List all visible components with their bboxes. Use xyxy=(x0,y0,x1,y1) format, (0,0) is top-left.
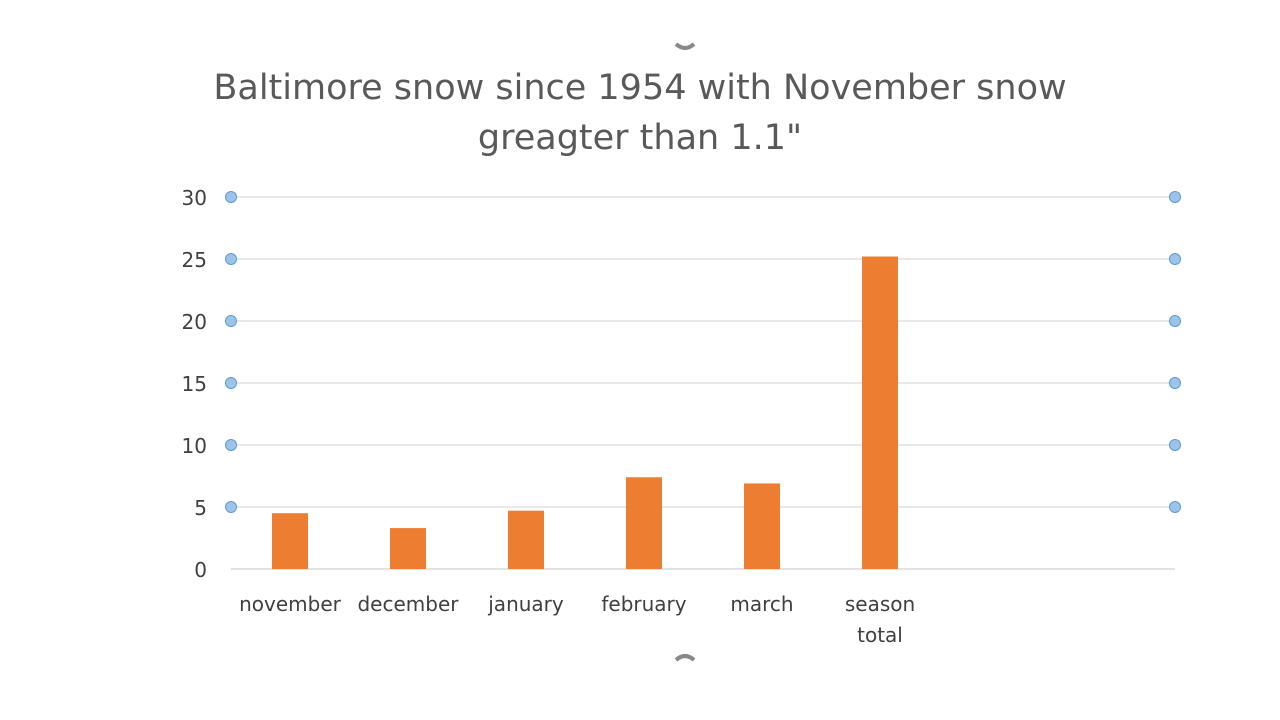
right-resize-handle[interactable] xyxy=(1169,439,1181,451)
x-tick-label: december xyxy=(357,592,459,616)
right-resize-handle[interactable] xyxy=(1169,315,1181,327)
bar xyxy=(508,510,544,569)
x-tick-label: january xyxy=(487,592,564,616)
bar xyxy=(390,528,426,569)
y-tick-label: 15 xyxy=(182,372,207,396)
x-tick-label: march xyxy=(730,592,793,616)
bar xyxy=(744,483,780,569)
x-tick-label: season xyxy=(845,592,915,616)
left-resize-handle[interactable] xyxy=(225,439,237,451)
x-tick-label: total xyxy=(857,623,903,647)
left-resize-handle[interactable] xyxy=(225,191,237,203)
left-resize-handle[interactable] xyxy=(225,501,237,513)
bottom-resize-handle[interactable] xyxy=(674,654,696,662)
left-resize-handle[interactable] xyxy=(225,377,237,389)
left-resize-handle[interactable] xyxy=(225,253,237,265)
x-tick-label: february xyxy=(601,592,686,616)
chart-title-line-1: Baltimore snow since 1954 with November … xyxy=(213,68,1067,108)
y-tick-label: 0 xyxy=(194,558,207,582)
y-tick-label: 5 xyxy=(194,496,207,520)
chart-title-line-2: greagter than 1.1" xyxy=(477,118,803,158)
y-tick-label: 20 xyxy=(182,310,207,334)
bar xyxy=(626,477,662,569)
y-tick-label: 25 xyxy=(182,248,207,272)
top-resize-handle[interactable] xyxy=(674,42,696,50)
y-tick-label: 10 xyxy=(182,434,207,458)
y-tick-label: 30 xyxy=(182,186,207,210)
right-resize-handle[interactable] xyxy=(1169,501,1181,513)
right-resize-handle[interactable] xyxy=(1169,191,1181,203)
right-resize-handle[interactable] xyxy=(1169,253,1181,265)
x-tick-label: november xyxy=(239,592,342,616)
right-resize-handle[interactable] xyxy=(1169,377,1181,389)
left-resize-handle[interactable] xyxy=(225,315,237,327)
bar xyxy=(862,256,898,569)
bar xyxy=(272,513,308,569)
